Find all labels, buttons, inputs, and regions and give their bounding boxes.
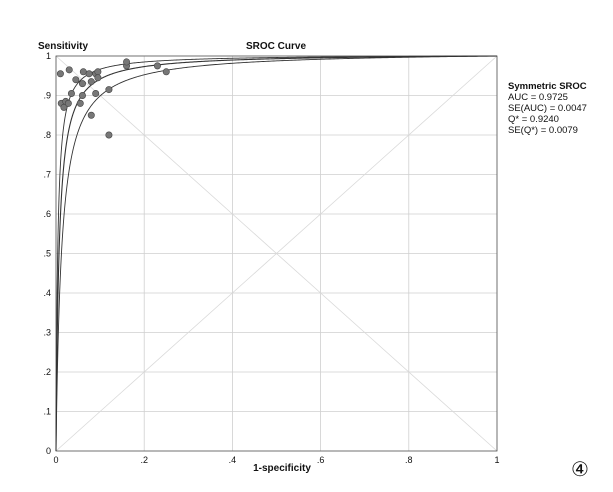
x-tick-label: 0	[53, 455, 58, 465]
reference-diagonals	[55, 55, 498, 452]
study-point	[87, 111, 95, 119]
study-point	[64, 99, 72, 107]
symmetry-diagonal	[55, 55, 498, 452]
legend-se-auc: SE(AUC) = 0.0047	[508, 103, 587, 114]
study-point	[162, 68, 170, 76]
y-tick-label: 0	[46, 446, 51, 456]
study-point	[105, 86, 113, 94]
study-point	[87, 78, 95, 86]
x-tick-label: .8	[405, 455, 413, 465]
study-point	[78, 92, 86, 100]
curve-ci-upper	[55, 55, 498, 451]
study-point	[72, 76, 80, 84]
y-tick-label: 1	[46, 51, 51, 61]
plot-frame	[55, 55, 498, 452]
legend-q-star: Q* = 0.9240	[508, 114, 559, 125]
study-point	[92, 90, 100, 98]
legend: Symmetric SROC AUC = 0.9725 SE(AUC) = 0.…	[508, 81, 587, 136]
study-point	[76, 99, 84, 107]
chart-title: SROC Curve	[246, 41, 306, 52]
y-tick-label: .2	[43, 367, 51, 377]
x-tick-label: 1	[494, 455, 499, 465]
study-point	[78, 80, 86, 88]
y-tick-label: .8	[43, 130, 51, 140]
study-point	[94, 68, 102, 76]
legend-se-q-star: SE(Q*) = 0.0079	[508, 125, 578, 136]
study-point	[123, 58, 131, 66]
legend-title: Symmetric SROC	[508, 81, 587, 92]
y-tick-label: .6	[43, 209, 51, 219]
y-axis-label: Sensitivity	[38, 41, 88, 52]
study-points	[56, 58, 170, 139]
sroc-curves	[55, 55, 498, 451]
panel-number-mark: ④	[571, 459, 589, 481]
study-point	[85, 70, 93, 78]
x-tick-label: .4	[229, 455, 237, 465]
y-tick-label: .4	[43, 288, 51, 298]
y-tick-label: .1	[43, 407, 51, 417]
x-tick-label: .6	[317, 455, 325, 465]
y-tick-labels: 0 .1 .2 .3 .4 .5 .6 .7 .8 .9 1	[43, 51, 51, 456]
study-point	[65, 66, 73, 74]
study-point	[79, 68, 87, 76]
y-tick-label: .3	[43, 328, 51, 338]
study-point	[153, 62, 161, 70]
y-tick-label: .9	[43, 91, 51, 101]
y-tick-label: .5	[43, 249, 51, 259]
study-point	[105, 131, 113, 139]
study-point	[67, 90, 75, 98]
curve-ci-lower	[55, 55, 498, 451]
x-tick-label: .2	[140, 455, 148, 465]
y-tick-label: .7	[43, 170, 51, 180]
legend-auc: AUC = 0.9725	[508, 92, 568, 103]
curve-sroc	[55, 55, 498, 451]
x-axis-label: 1-specificity	[253, 463, 311, 474]
x-tick-labels: 0 .2 .4 .6 .8 1	[53, 455, 499, 465]
study-point	[56, 70, 64, 78]
study-point	[94, 74, 102, 82]
